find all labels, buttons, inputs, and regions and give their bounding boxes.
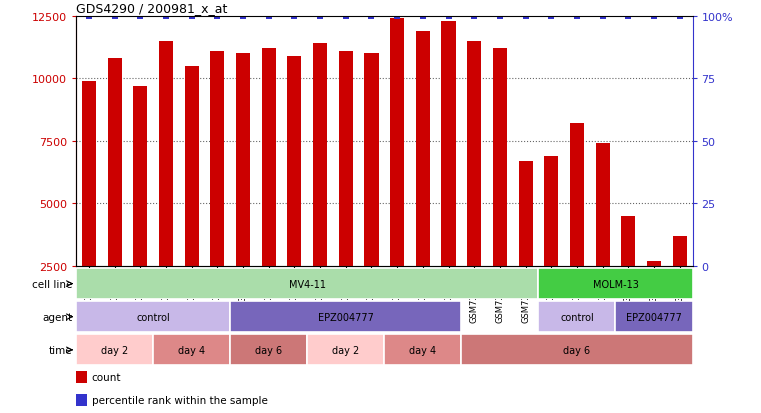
Text: MV4-11: MV4-11 bbox=[288, 279, 326, 289]
Bar bbox=[596, 144, 610, 329]
Point bbox=[622, 13, 635, 20]
Bar bbox=[544, 157, 559, 329]
Bar bbox=[538, 301, 616, 332]
Point bbox=[545, 13, 557, 20]
Point bbox=[160, 13, 172, 20]
Point bbox=[571, 13, 583, 20]
Bar bbox=[365, 54, 378, 329]
Point bbox=[134, 13, 146, 20]
Bar bbox=[159, 41, 173, 329]
Point bbox=[186, 13, 198, 20]
Bar bbox=[288, 57, 301, 329]
Bar bbox=[107, 59, 122, 329]
Point bbox=[520, 13, 532, 20]
Text: GDS4290 / 200981_x_at: GDS4290 / 200981_x_at bbox=[76, 2, 228, 15]
Bar bbox=[76, 394, 88, 406]
Point bbox=[648, 13, 660, 20]
Point bbox=[263, 13, 275, 20]
Bar bbox=[647, 261, 661, 329]
Bar bbox=[307, 335, 384, 366]
Bar bbox=[518, 161, 533, 329]
Point bbox=[339, 13, 352, 20]
Text: agent: agent bbox=[42, 312, 72, 322]
Text: day 2: day 2 bbox=[101, 345, 129, 355]
Bar bbox=[313, 44, 327, 329]
Point bbox=[83, 13, 95, 20]
Bar bbox=[262, 49, 275, 329]
Point bbox=[597, 13, 609, 20]
Text: EPZ004777: EPZ004777 bbox=[626, 312, 682, 322]
Bar bbox=[185, 66, 199, 329]
Bar bbox=[384, 335, 461, 366]
Point bbox=[391, 13, 403, 20]
Point bbox=[212, 13, 224, 20]
Bar bbox=[153, 335, 230, 366]
Point bbox=[673, 13, 686, 20]
Text: day 2: day 2 bbox=[332, 345, 359, 355]
Bar bbox=[441, 21, 456, 329]
Bar bbox=[467, 41, 481, 329]
Bar bbox=[133, 86, 148, 329]
Point bbox=[468, 13, 480, 20]
Bar bbox=[493, 49, 507, 329]
Bar bbox=[230, 335, 307, 366]
Bar bbox=[416, 31, 430, 329]
Bar bbox=[570, 124, 584, 329]
Point bbox=[365, 13, 377, 20]
Bar bbox=[339, 52, 353, 329]
Bar bbox=[673, 236, 686, 329]
Text: count: count bbox=[91, 372, 121, 382]
Text: day 6: day 6 bbox=[563, 345, 591, 355]
Text: EPZ004777: EPZ004777 bbox=[318, 312, 374, 322]
Bar bbox=[538, 268, 693, 299]
Point bbox=[314, 13, 326, 20]
Text: control: control bbox=[136, 312, 170, 322]
Bar bbox=[230, 301, 461, 332]
Point bbox=[494, 13, 506, 20]
Bar bbox=[461, 335, 693, 366]
Text: cell line: cell line bbox=[32, 279, 72, 289]
Bar bbox=[76, 371, 88, 383]
Bar bbox=[616, 301, 693, 332]
Text: MOLM-13: MOLM-13 bbox=[593, 279, 638, 289]
Bar bbox=[621, 216, 635, 329]
Text: day 4: day 4 bbox=[178, 345, 205, 355]
Text: day 6: day 6 bbox=[255, 345, 282, 355]
Text: time: time bbox=[49, 345, 72, 355]
Text: control: control bbox=[560, 312, 594, 322]
Point bbox=[109, 13, 121, 20]
Point bbox=[237, 13, 249, 20]
Bar bbox=[76, 268, 538, 299]
Text: percentile rank within the sample: percentile rank within the sample bbox=[91, 395, 267, 405]
Text: day 4: day 4 bbox=[409, 345, 436, 355]
Bar bbox=[76, 335, 153, 366]
Point bbox=[417, 13, 429, 20]
Bar bbox=[390, 19, 404, 329]
Bar bbox=[210, 52, 224, 329]
Bar bbox=[236, 54, 250, 329]
Point bbox=[442, 13, 454, 20]
Bar bbox=[76, 301, 230, 332]
Bar bbox=[82, 81, 96, 329]
Point bbox=[288, 13, 301, 20]
